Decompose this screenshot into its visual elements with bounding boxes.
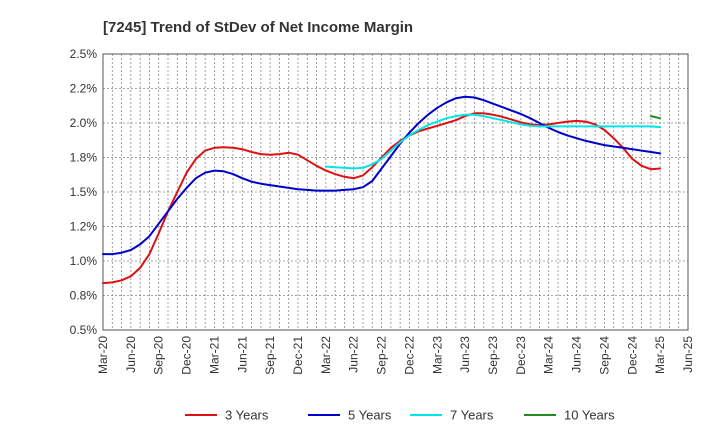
x-tick-label: Sep-23 [486,336,500,375]
y-tick-label: 1.8% [70,151,98,165]
x-tick-label: Mar-22 [319,336,333,374]
x-tick-label: Dec-23 [514,336,528,375]
y-tick-label: 0.8% [70,289,98,303]
legend: 3 Years 5 Years 7 Years 10 Years [185,408,615,423]
x-tick-label: Dec-24 [625,336,639,375]
x-tick-label: Jun-23 [458,336,472,373]
x-tick-label: Sep-22 [375,336,389,375]
x-tick-label: Mar-23 [430,336,444,374]
legend-label: 7 Years [450,408,494,423]
gridlines [103,54,688,330]
y-axis: 0.5% 0.8% 1.0% 1.2% 1.5% 1.8% 2.0% 2.2% 2.5% [70,47,98,337]
x-tick-label: Dec-22 [402,336,416,375]
legend-item-7-years: 7 Years [410,408,494,423]
legend-item-3-years: 3 Years [185,408,269,423]
x-tick-label: Mar-24 [542,336,556,374]
x-tick-label: Mar-21 [207,336,221,374]
y-tick-label: 0.5% [70,323,98,337]
x-tick-label: Sep-24 [597,336,611,375]
legend-label: 5 Years [348,408,392,423]
y-tick-label: 2.0% [70,116,98,130]
y-tick-label: 1.5% [70,185,98,199]
legend-item-5-years: 5 Years [308,408,392,423]
x-tick-label: Dec-21 [291,336,305,375]
x-tick-label: Mar-20 [96,336,110,374]
series-line-3-years [102,112,662,285]
legend-item-10-years: 10 Years [524,408,615,423]
y-tick-label: 1.2% [70,220,98,234]
x-tick-label: Sep-20 [152,336,166,375]
y-tick-label: 2.2% [70,82,98,96]
y-tick-label: 1.0% [70,254,98,268]
plot-frame [102,53,689,331]
chart-title: [7245] Trend of StDev of Net Income Marg… [103,19,413,36]
legend-label: 10 Years [564,408,615,423]
series-lines [102,95,662,285]
x-tick-label: Jun-24 [570,336,584,373]
x-tick-label: Jun-22 [347,336,361,373]
series-line-7-years [324,113,662,170]
y-tick-label: 2.5% [70,47,98,61]
x-axis: Mar-20 Jun-20 Sep-20 Dec-20 Mar-21 Jun-21 Sep-… [96,336,695,375]
x-tick-label: Dec-20 [180,336,194,375]
x-tick-label: Jun-21 [235,336,249,373]
x-tick-label: Jun-25 [681,336,695,373]
x-tick-label: Mar-25 [653,336,667,374]
x-tick-label: Sep-21 [263,336,277,375]
series-line-10-years [649,115,662,120]
x-tick-label: Jun-20 [124,336,138,373]
series-line-5-years [102,95,662,256]
legend-label: 3 Years [225,408,269,423]
